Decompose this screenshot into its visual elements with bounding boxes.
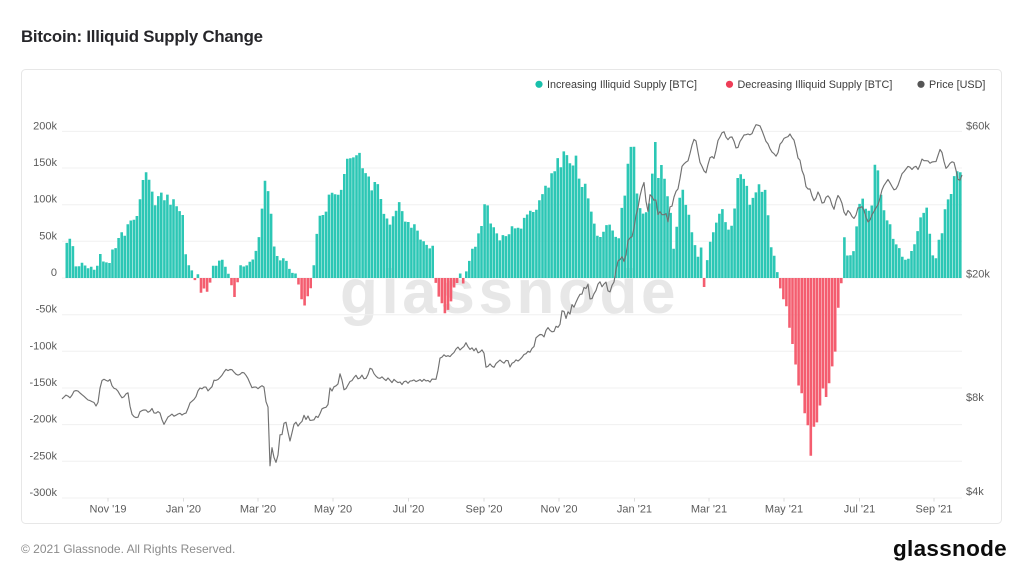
svg-text:Mar '20: Mar '20 <box>240 504 276 516</box>
svg-text:Price [USD]: Price [USD] <box>929 79 985 91</box>
svg-text:Jul '21: Jul '21 <box>844 504 875 516</box>
svg-text:0: 0 <box>51 267 57 279</box>
svg-text:Bitcoin: Illiquid Supply Chang: Bitcoin: Illiquid Supply Change <box>21 27 263 46</box>
svg-text:Jul '20: Jul '20 <box>393 504 424 516</box>
svg-text:$8k: $8k <box>966 392 984 404</box>
svg-text:Jan '20: Jan '20 <box>166 504 201 516</box>
svg-text:-300k: -300k <box>29 487 57 499</box>
svg-text:Jan '21: Jan '21 <box>617 504 652 516</box>
svg-text:100k: 100k <box>33 194 57 206</box>
svg-text:-150k: -150k <box>29 377 57 389</box>
svg-text:-100k: -100k <box>29 340 57 352</box>
svg-text:$60k: $60k <box>966 120 990 132</box>
svg-text:Nov '20: Nov '20 <box>541 504 578 516</box>
svg-text:-50k: -50k <box>36 304 58 316</box>
svg-text:Mar '21: Mar '21 <box>691 504 727 516</box>
svg-text:50k: 50k <box>39 230 57 242</box>
svg-text:Sep '21: Sep '21 <box>916 504 953 516</box>
svg-text:Decreasing Illiquid Supply [BT: Decreasing Illiquid Supply [BTC] <box>738 79 893 91</box>
svg-text:glassnode: glassnode <box>893 536 1007 561</box>
svg-text:200k: 200k <box>33 120 57 132</box>
svg-text:$20k: $20k <box>966 268 990 280</box>
svg-text:Nov '19: Nov '19 <box>90 504 127 516</box>
svg-text:Increasing Illiquid Supply [BT: Increasing Illiquid Supply [BTC] <box>547 79 697 91</box>
svg-text:150k: 150k <box>33 157 57 169</box>
svg-text:© 2021 Glassnode. All Rights R: © 2021 Glassnode. All Rights Reserved. <box>21 542 235 556</box>
svg-text:$4k: $4k <box>966 486 984 498</box>
svg-text:-200k: -200k <box>29 414 57 426</box>
svg-text:-250k: -250k <box>29 450 57 462</box>
svg-text:Sep '20: Sep '20 <box>466 504 503 516</box>
svg-text:May '21: May '21 <box>765 504 803 516</box>
svg-text:May '20: May '20 <box>314 504 352 516</box>
